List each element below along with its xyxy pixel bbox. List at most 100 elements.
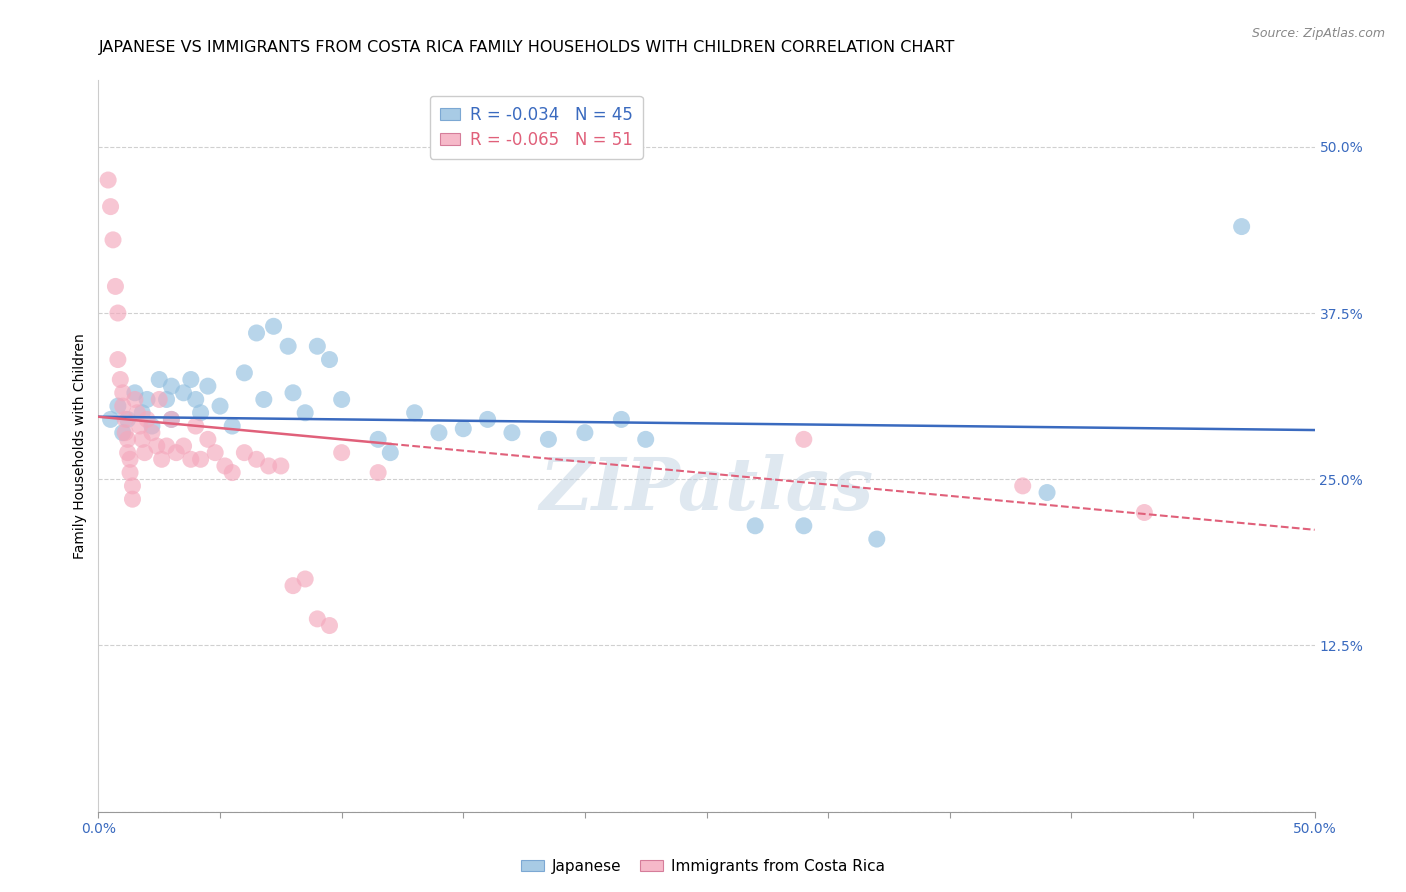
Point xyxy=(233,366,256,380)
Point xyxy=(136,392,159,407)
Text: JAPANESE VS IMMIGRANTS FROM COSTA RICA FAMILY HOUSEHOLDS WITH CHILDREN CORRELATI: JAPANESE VS IMMIGRANTS FROM COSTA RICA F… xyxy=(98,40,955,55)
Point xyxy=(574,425,596,440)
Point xyxy=(184,419,207,434)
Point xyxy=(128,419,150,434)
Y-axis label: Family Households with Children: Family Households with Children xyxy=(73,333,87,559)
Point xyxy=(155,392,177,407)
Point xyxy=(307,339,329,353)
Point xyxy=(1011,479,1033,493)
Point xyxy=(180,452,202,467)
Point xyxy=(537,433,560,447)
Point xyxy=(114,412,136,426)
Point xyxy=(367,433,389,447)
Point xyxy=(107,306,129,320)
Point xyxy=(100,200,122,214)
Point xyxy=(117,433,139,447)
Point xyxy=(793,518,815,533)
Point xyxy=(270,458,292,473)
Point xyxy=(184,392,207,407)
Point xyxy=(793,433,815,447)
Point xyxy=(318,618,340,632)
Point xyxy=(180,372,202,386)
Point xyxy=(118,466,141,480)
Point xyxy=(453,422,475,436)
Point xyxy=(477,412,499,426)
Point xyxy=(114,425,136,440)
Point xyxy=(131,433,153,447)
Point xyxy=(160,412,183,426)
Point xyxy=(277,339,299,353)
Point xyxy=(97,173,120,187)
Point xyxy=(634,433,657,447)
Point xyxy=(610,412,633,426)
Point xyxy=(744,518,766,533)
Point xyxy=(124,392,146,407)
Point xyxy=(117,412,139,426)
Point xyxy=(866,532,889,546)
Point xyxy=(330,445,353,459)
Point xyxy=(380,445,402,459)
Point xyxy=(501,425,523,440)
Legend: R = -0.034   N = 45, R = -0.065   N = 51: R = -0.034 N = 45, R = -0.065 N = 51 xyxy=(430,96,643,159)
Point xyxy=(209,399,232,413)
Point xyxy=(245,326,267,340)
Point xyxy=(173,439,195,453)
Point xyxy=(111,425,134,440)
Point xyxy=(134,445,156,459)
Point xyxy=(233,445,256,459)
Point xyxy=(150,452,173,467)
Point xyxy=(1036,485,1059,500)
Point xyxy=(110,372,132,386)
Point xyxy=(221,419,243,434)
Point xyxy=(124,385,146,400)
Point xyxy=(160,379,183,393)
Point xyxy=(404,406,426,420)
Point xyxy=(111,385,134,400)
Point xyxy=(294,572,316,586)
Point xyxy=(160,412,183,426)
Point xyxy=(197,379,219,393)
Point xyxy=(127,406,149,420)
Point xyxy=(307,612,329,626)
Point xyxy=(117,445,139,459)
Point xyxy=(427,425,450,440)
Point xyxy=(136,412,159,426)
Point xyxy=(118,452,141,467)
Point xyxy=(263,319,285,334)
Point xyxy=(253,392,276,407)
Point xyxy=(197,433,219,447)
Point xyxy=(121,479,143,493)
Point xyxy=(155,439,177,453)
Point xyxy=(131,406,153,420)
Point xyxy=(190,452,212,467)
Point xyxy=(257,458,280,473)
Text: ZIPatlas: ZIPatlas xyxy=(540,454,873,525)
Point xyxy=(245,452,267,467)
Point xyxy=(107,399,129,413)
Point xyxy=(121,492,143,507)
Point xyxy=(294,406,316,420)
Point xyxy=(165,445,187,459)
Point xyxy=(214,458,236,473)
Point xyxy=(101,233,124,247)
Point xyxy=(204,445,226,459)
Point xyxy=(100,412,122,426)
Point xyxy=(1133,506,1156,520)
Point xyxy=(221,466,243,480)
Point xyxy=(148,392,170,407)
Point xyxy=(367,466,389,480)
Text: Source: ZipAtlas.com: Source: ZipAtlas.com xyxy=(1251,27,1385,40)
Point xyxy=(141,419,163,434)
Point xyxy=(281,385,304,400)
Point xyxy=(173,385,195,400)
Point xyxy=(148,372,170,386)
Point xyxy=(107,352,129,367)
Point xyxy=(330,392,353,407)
Point xyxy=(190,406,212,420)
Point xyxy=(104,279,127,293)
Point xyxy=(141,425,163,440)
Point xyxy=(281,579,304,593)
Point xyxy=(146,439,169,453)
Point xyxy=(318,352,340,367)
Legend: Japanese, Immigrants from Costa Rica: Japanese, Immigrants from Costa Rica xyxy=(516,853,890,880)
